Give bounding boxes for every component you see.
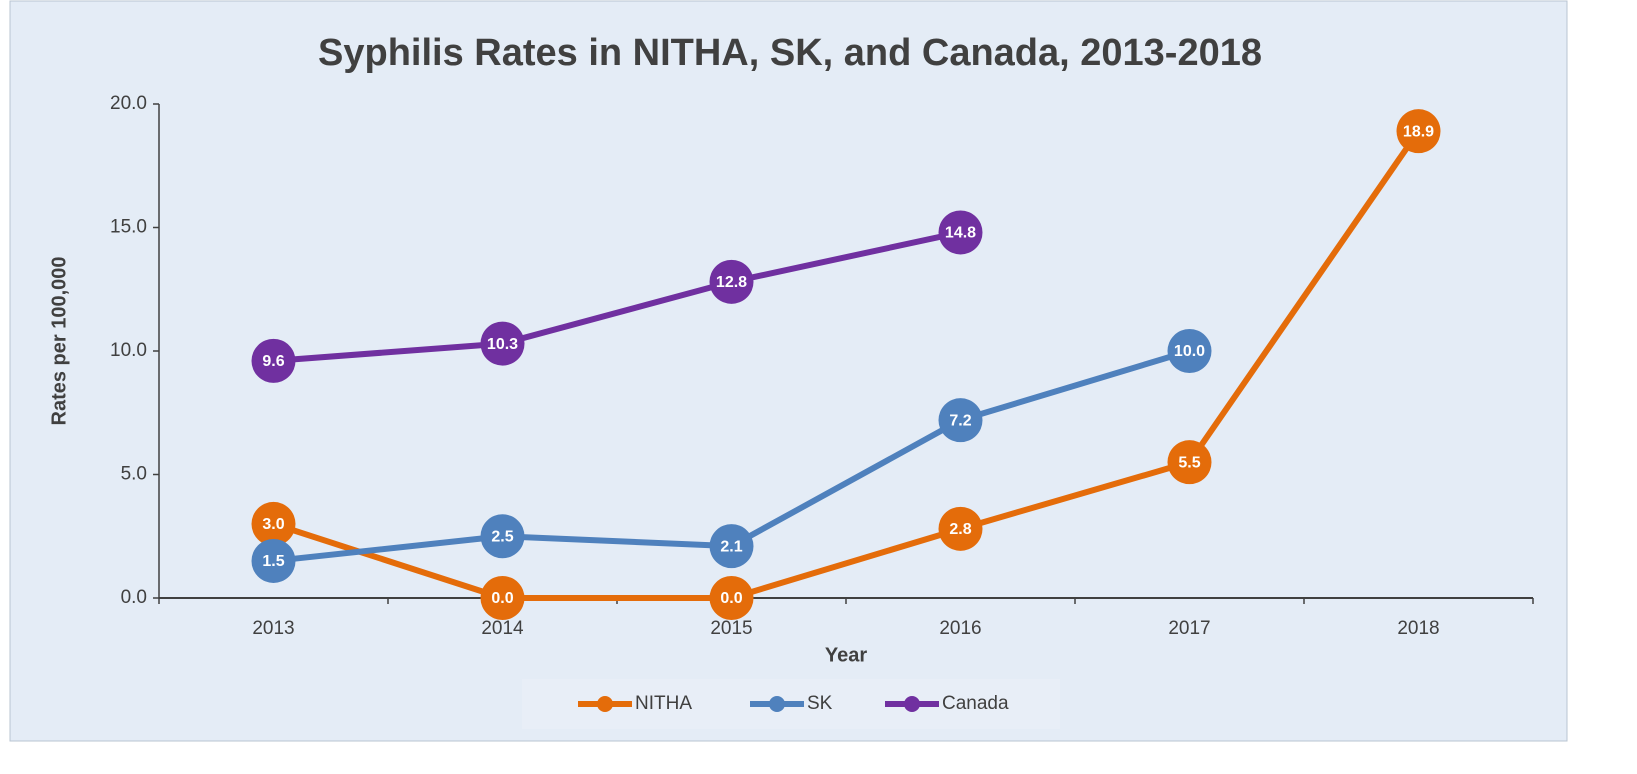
x-tick-label: 2017 xyxy=(1168,618,1210,639)
marker xyxy=(480,514,525,559)
marker xyxy=(938,210,983,255)
marker xyxy=(1396,109,1441,154)
data-label: 10.0 xyxy=(1174,343,1205,360)
marker xyxy=(709,259,754,304)
y-tick-label: 0.0 xyxy=(121,587,147,608)
data-label: 0.0 xyxy=(491,590,513,607)
marker xyxy=(251,538,296,583)
marker xyxy=(1167,440,1212,485)
x-tick-label: 2015 xyxy=(710,618,752,639)
data-label: 5.5 xyxy=(1178,454,1200,471)
chart-title: Syphilis Rates in NITHA, SK, and Canada,… xyxy=(318,32,1262,74)
y-tick-label: 20.0 xyxy=(110,93,147,114)
x-tick-label: 2016 xyxy=(939,618,981,639)
legend-label: NITHA xyxy=(635,693,692,714)
data-label: 1.5 xyxy=(262,553,284,570)
data-label: 2.8 xyxy=(949,521,971,538)
y-axis-title: Rates per 100,000 xyxy=(48,256,70,425)
data-label: 7.2 xyxy=(949,412,971,429)
data-label: 0.0 xyxy=(720,590,742,607)
marker xyxy=(480,576,525,620)
marker xyxy=(251,501,296,546)
x-tick-label: 2018 xyxy=(1397,618,1439,639)
data-label: 14.8 xyxy=(945,225,976,242)
legend-marker xyxy=(597,696,613,712)
marker xyxy=(938,398,983,443)
data-label: 18.9 xyxy=(1403,123,1434,140)
marker xyxy=(251,338,296,383)
series-line xyxy=(273,229,962,364)
legend-marker xyxy=(769,696,785,712)
y-tick-label: 15.0 xyxy=(110,217,147,238)
legend-label: SK xyxy=(807,693,833,714)
data-label: 3.0 xyxy=(262,516,284,533)
legend-marker xyxy=(904,696,920,712)
marker xyxy=(938,506,983,551)
series-line xyxy=(272,129,1421,601)
data-label: 2.1 xyxy=(720,538,742,555)
x-axis-title: Year xyxy=(825,644,867,666)
marker xyxy=(480,321,525,366)
marker xyxy=(1167,329,1212,373)
y-tick-label: 10.0 xyxy=(110,340,147,361)
data-label: 9.6 xyxy=(262,353,284,370)
marker xyxy=(709,524,754,569)
data-label: 10.3 xyxy=(487,336,518,353)
data-label: 2.5 xyxy=(491,528,513,545)
x-tick-label: 2014 xyxy=(481,618,524,639)
marker xyxy=(709,576,754,620)
y-tick-label: 5.0 xyxy=(121,464,147,485)
data-label: 12.8 xyxy=(716,274,747,291)
x-tick-label: 2013 xyxy=(252,618,294,639)
chart-background xyxy=(9,0,1568,742)
legend-label: Canada xyxy=(942,693,1009,714)
